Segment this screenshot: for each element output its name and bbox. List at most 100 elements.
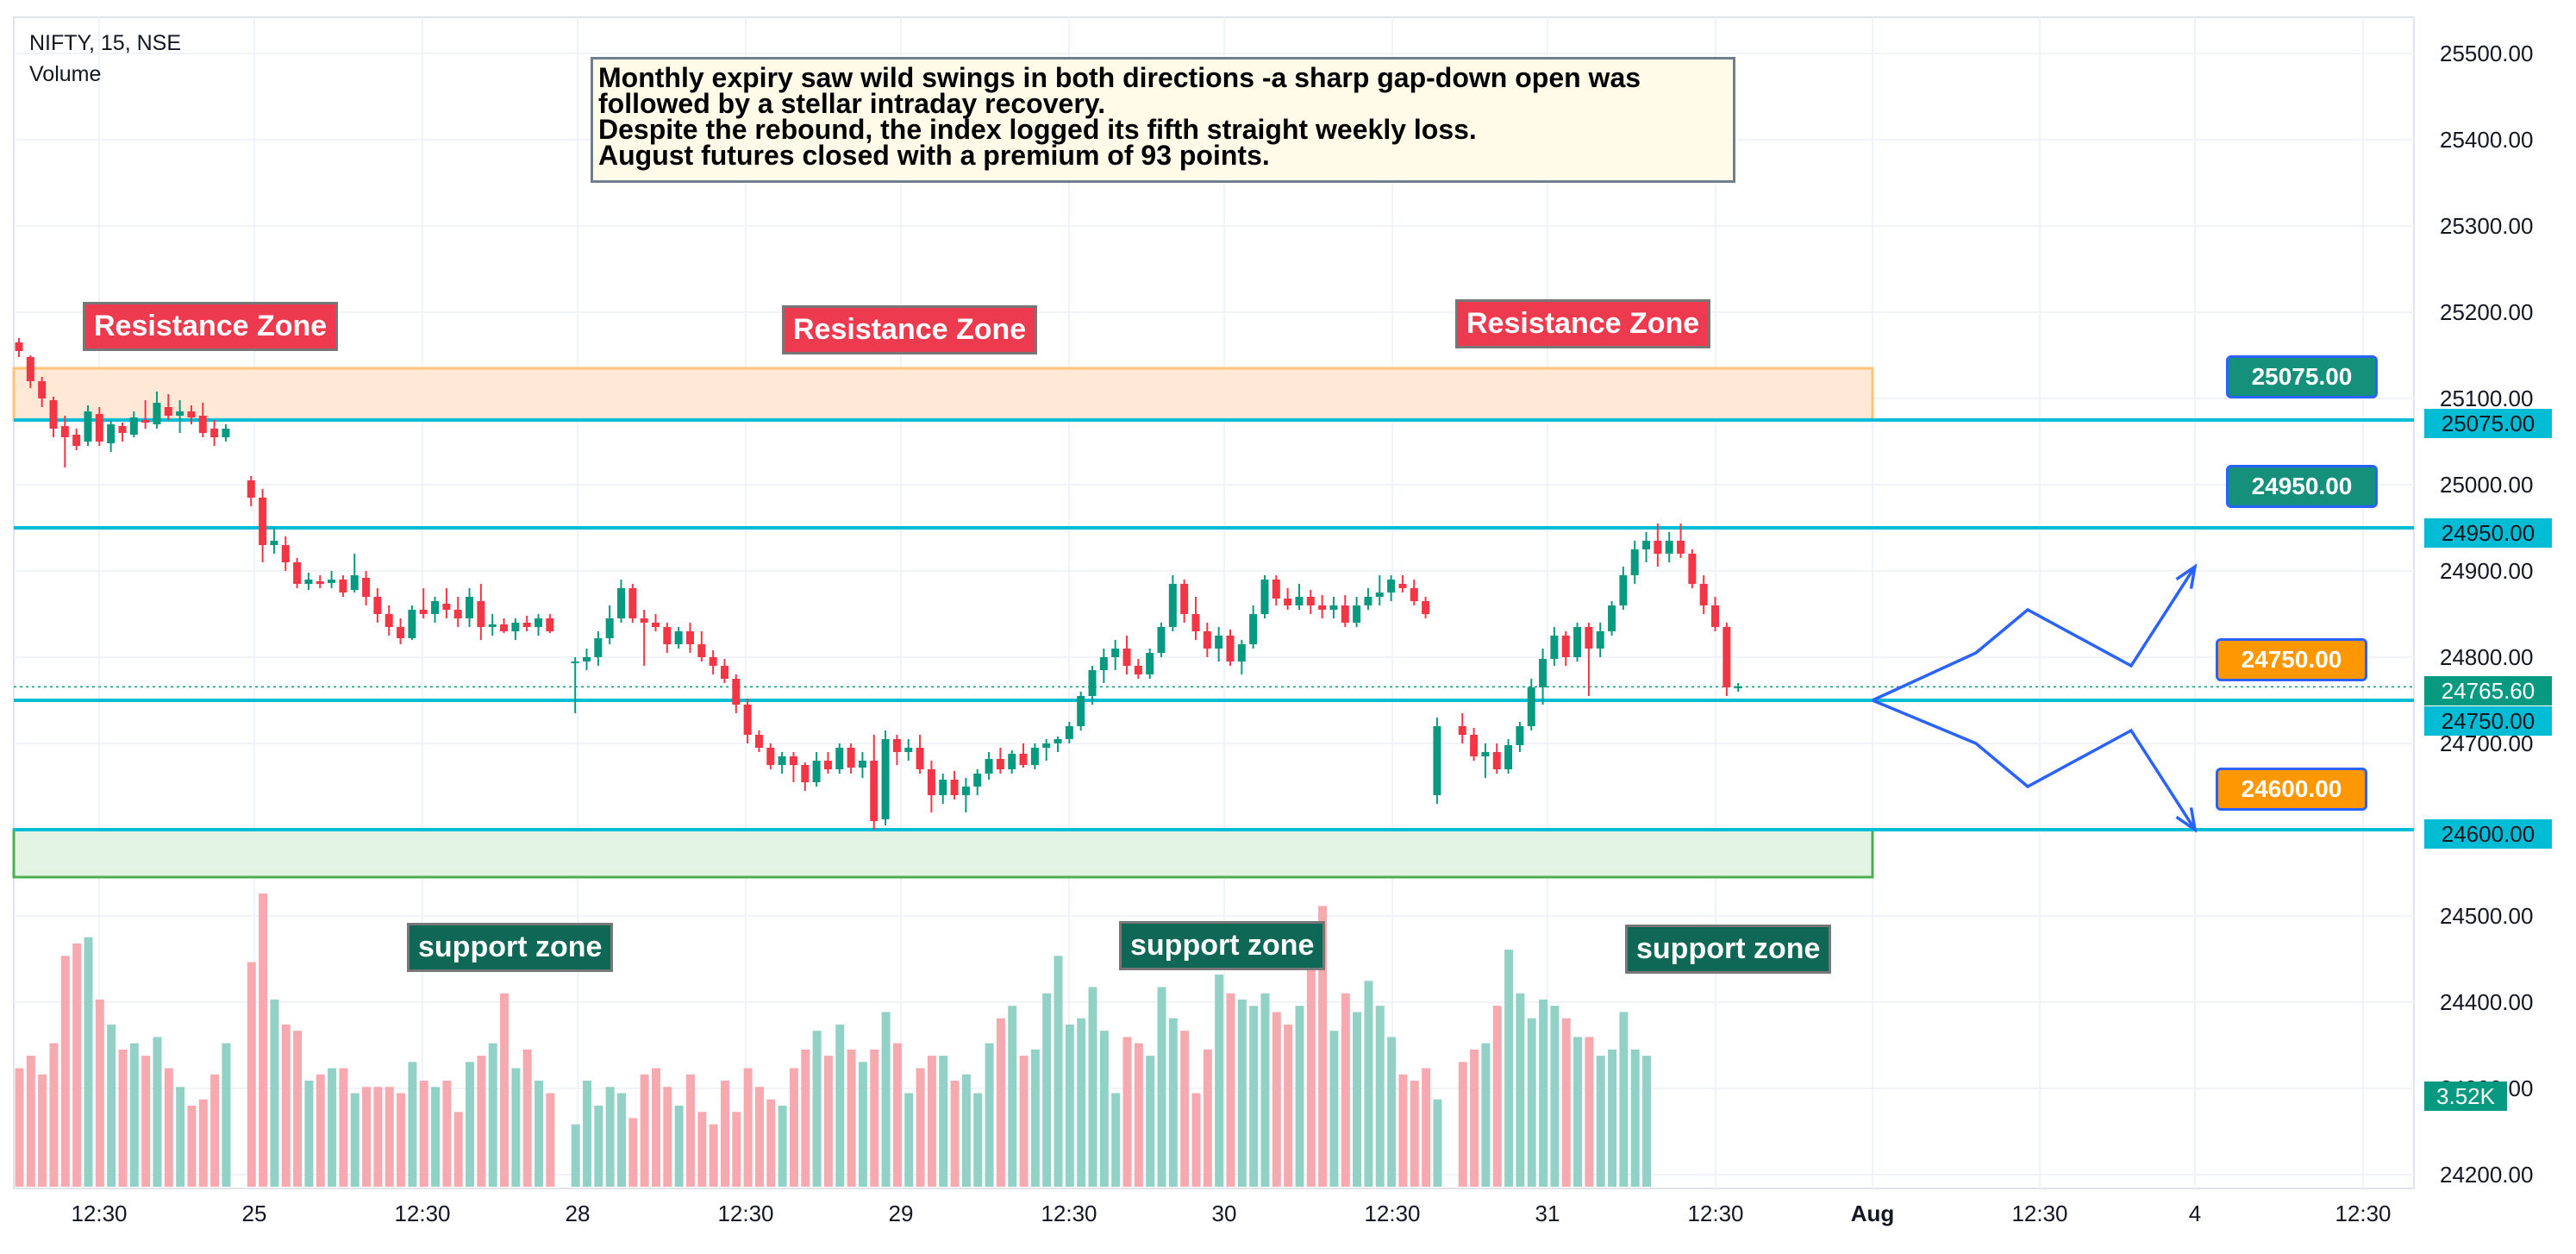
candle-body (996, 759, 1004, 769)
volume-bar (847, 1049, 856, 1187)
candle-body (546, 618, 554, 631)
candle-body (927, 769, 935, 795)
candle-body (651, 623, 660, 627)
level-callout-24950[interactable]: 24950.00 (2226, 465, 2378, 508)
x-tick-label: 12:30 (394, 1201, 450, 1226)
candle-body (1665, 541, 1673, 554)
volume-bar (118, 1049, 128, 1187)
candle-body (222, 429, 230, 437)
candle-body (950, 780, 959, 795)
volume-bar (210, 1074, 220, 1187)
support-zone-label[interactable]: support zone (1625, 925, 1832, 974)
volume-bar (511, 1068, 521, 1187)
candle-body (1203, 631, 1211, 649)
candle-body (571, 661, 579, 663)
volume-bar (1375, 1006, 1385, 1187)
volume-bar (419, 1081, 428, 1187)
volume-bar (1585, 1037, 1594, 1187)
projection-arrowhead (2175, 807, 2198, 833)
resistance-zone-label[interactable]: Resistance Zone (782, 305, 1038, 354)
candle-body (26, 357, 34, 381)
volume-bar (571, 1124, 580, 1187)
x-tick-label: 12:30 (1041, 1201, 1097, 1226)
candle-body (164, 407, 172, 416)
volume-bar (1260, 993, 1270, 1187)
volume-bar (651, 1068, 660, 1187)
candle-body (1122, 649, 1131, 666)
volume-bar (362, 1087, 372, 1187)
volume-bar (431, 1087, 441, 1187)
candle-body (823, 761, 832, 769)
candle-body (259, 498, 267, 545)
volume-bar (500, 993, 510, 1187)
volume-bar (1134, 1043, 1143, 1187)
candle-body (1353, 605, 1361, 623)
candle-body (801, 765, 810, 782)
candle-body (1191, 614, 1200, 631)
candle-body (270, 541, 278, 545)
candle-body (1608, 605, 1616, 631)
candle-body (1088, 670, 1097, 696)
volume-bar (304, 1081, 314, 1187)
volume-bar (49, 1043, 59, 1187)
price-badge-25075: 25075.00 (2424, 409, 2552, 438)
candle-body (477, 601, 485, 627)
price-badge-24750: 24750.00 (2424, 706, 2552, 736)
x-tick-label: 29 (889, 1201, 914, 1226)
volume-bar (247, 962, 256, 1187)
volume-bar (15, 1068, 24, 1187)
volume-bar (1596, 1056, 1605, 1187)
level-callout-24600[interactable]: 24600.00 (2216, 768, 2367, 811)
candle-body (789, 756, 797, 765)
projection-paths (1872, 563, 2198, 833)
support-zone-label[interactable]: support zone (407, 923, 614, 972)
candle-body (1677, 541, 1685, 554)
candle-body (1699, 584, 1708, 605)
candle-body (176, 411, 184, 416)
candle-body (198, 416, 207, 433)
resistance-zone-label[interactable]: Resistance Zone (1455, 299, 1711, 348)
volume-bar (823, 1056, 833, 1187)
symbol-title[interactable]: NIFTY, 15, NSE (29, 31, 181, 55)
support-zone-label[interactable]: support zone (1119, 921, 1326, 970)
candle-body (1573, 627, 1582, 657)
candle-body (453, 610, 462, 618)
volume-bar (1295, 1006, 1304, 1187)
candle-body (1711, 605, 1720, 627)
volume-bar (38, 1074, 47, 1187)
candle-body (1642, 541, 1651, 549)
candle-body (617, 588, 625, 618)
volume-bar (1065, 1024, 1074, 1187)
resistance-zone-label[interactable]: Resistance Zone (83, 302, 339, 351)
candle-body (1237, 644, 1246, 661)
x-tick-label: 28 (566, 1201, 591, 1226)
level-callout-24750[interactable]: 24750.00 (2216, 638, 2367, 681)
projection-line (1872, 699, 2197, 831)
candle-body (1375, 593, 1384, 597)
candle-body (1180, 584, 1189, 614)
volume-bar (1353, 1012, 1362, 1187)
resistance-zone (12, 367, 1874, 422)
volume-legend[interactable]: Volume (29, 62, 102, 86)
candle-body (95, 414, 103, 442)
candle-body (663, 627, 672, 644)
candle-body (397, 627, 405, 638)
candle-body (419, 610, 428, 614)
candle-body (1226, 636, 1235, 661)
volume-bar (522, 1049, 532, 1187)
volume-bar (1203, 1049, 1212, 1187)
level-callout-25075[interactable]: 25075.00 (2226, 355, 2378, 398)
candle-body (293, 562, 302, 584)
x-tick-label: 12:30 (717, 1201, 773, 1226)
volume-bar (1470, 1049, 1479, 1187)
volume-bar (973, 1093, 983, 1187)
y-tick-label: 24200.00 (2440, 1162, 2533, 1188)
candle-body (1215, 636, 1223, 649)
text-note[interactable]: Monthly expiry saw wild swings in both d… (591, 57, 1735, 183)
volume-bar (546, 1093, 555, 1187)
volume-bar (927, 1056, 936, 1187)
volume-bar (1364, 981, 1373, 1187)
volume-bar (892, 1043, 902, 1187)
volume-bar (697, 1112, 707, 1187)
